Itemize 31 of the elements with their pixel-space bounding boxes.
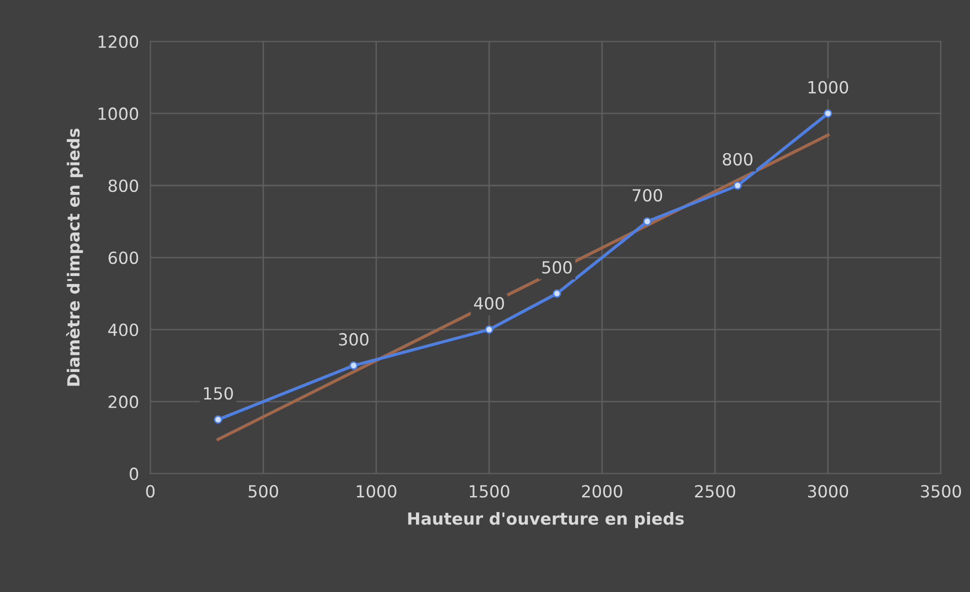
y-axis-title: Diamètre d'impact en pieds xyxy=(66,128,83,386)
y-tick-label: 600 xyxy=(108,251,138,264)
data-label: 150 xyxy=(204,387,233,400)
y-tick-label: 200 xyxy=(108,396,138,408)
x-tick-label: 500 xyxy=(248,485,278,498)
point xyxy=(824,109,832,118)
y-tick-label: 1200 xyxy=(98,35,138,48)
data-label: 400 xyxy=(474,297,504,310)
data-label: 500 xyxy=(542,261,572,274)
point xyxy=(349,361,358,370)
data-label: 300 xyxy=(339,333,368,346)
point xyxy=(552,289,562,298)
point xyxy=(643,217,652,226)
x-axis-title: Hauteur d'ouverture en pieds xyxy=(408,512,684,528)
y-tick-label: 1000 xyxy=(98,107,138,120)
point xyxy=(214,415,222,424)
x-tick-label: 2000 xyxy=(582,485,622,498)
y-tick-label: 800 xyxy=(108,179,138,192)
x-tick-label: 3000 xyxy=(808,485,848,498)
data-label: 700 xyxy=(632,189,662,202)
point xyxy=(733,181,742,190)
x-tick-label: 0 xyxy=(146,485,155,498)
x-tick-label: 1500 xyxy=(470,485,510,498)
y-tick-label: 0 xyxy=(130,468,138,480)
data-label: 800 xyxy=(722,152,752,166)
point xyxy=(484,325,494,334)
data-label: 1000 xyxy=(808,80,848,94)
x-tick-label: 2500 xyxy=(695,485,736,498)
x-tick-label: 1000 xyxy=(356,485,396,498)
y-tick-label: 400 xyxy=(108,324,138,336)
x-tick-label: 3500 xyxy=(920,485,961,498)
